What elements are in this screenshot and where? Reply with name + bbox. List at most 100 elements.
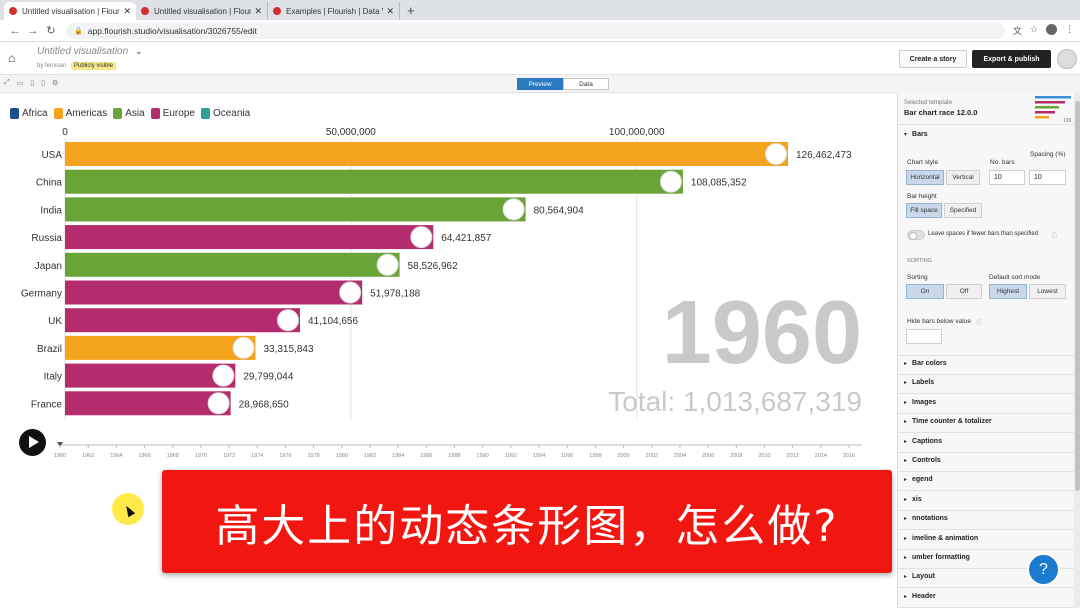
legend-item-oceania[interactable]: Oceania: [200, 108, 250, 119]
tab-data[interactable]: Data: [563, 78, 609, 90]
sorting-label: Sorting: [907, 274, 928, 281]
star-icon[interactable]: ☆: [1029, 24, 1038, 34]
close-tab-icon[interactable]: ✕: [386, 5, 394, 16]
bar-france[interactable]: [65, 391, 231, 416]
timeline-year-label: 1972: [223, 453, 235, 459]
highest-label: Highest: [996, 288, 1020, 295]
browser-tab-2[interactable]: Untitled visualisation | Flourish ✕: [136, 2, 268, 20]
bar-uk[interactable]: [65, 308, 300, 333]
section-time-counter-totalizer[interactable]: ▸ Time counter & totalizer: [904, 418, 992, 425]
new-tab-button[interactable]: +: [407, 3, 415, 18]
section-label: imeline & animation: [912, 534, 979, 542]
bar-india[interactable]: [65, 197, 526, 222]
timeline-year-label: 2008: [730, 453, 742, 459]
horizontal-button[interactable]: Horizontal: [906, 170, 944, 185]
legend-item-europe[interactable]: Europe: [150, 108, 195, 119]
panel-scroll-thumb[interactable]: [1075, 101, 1080, 491]
timeline-year-label: 2006: [702, 453, 714, 459]
tablet-icon[interactable]: ▯: [30, 80, 35, 87]
reload-icon[interactable]: ↻: [46, 25, 56, 37]
browser-tab-1[interactable]: Untitled visualisation | Flourish ✕: [4, 2, 136, 20]
bar-japan[interactable]: [65, 252, 400, 277]
chevron-down-icon[interactable]: ⌄: [135, 46, 143, 56]
section-controls[interactable]: ▸ Controls: [904, 457, 941, 464]
section-xis[interactable]: ▸ xis: [904, 496, 922, 503]
vertical-button[interactable]: Vertical: [946, 170, 980, 185]
play-button[interactable]: [19, 429, 46, 456]
visualisation-title[interactable]: Untitled visualisation: [37, 46, 129, 57]
fullscreen-icon[interactable]: ⤢: [4, 79, 10, 86]
section-nnotations[interactable]: ▸ nnotations: [904, 515, 948, 522]
section-labels[interactable]: ▸ Labels: [904, 379, 934, 386]
info-icon[interactable]: ⓘ: [1051, 234, 1058, 240]
timeline-year-label: 2010: [758, 453, 770, 459]
section-layout[interactable]: ▸ Layout: [904, 573, 935, 580]
forward-icon[interactable]: →: [27, 24, 39, 37]
section-umber-formatting[interactable]: ▸ umber formatting: [904, 554, 970, 561]
flag-uk-icon: [276, 309, 299, 332]
tab-preview[interactable]: Preview: [517, 78, 563, 90]
section-bars[interactable]: ▾ Bars: [904, 131, 928, 138]
translate-icon[interactable]: 文: [1012, 26, 1022, 36]
profile-icon[interactable]: [1046, 24, 1057, 35]
browser-tab-3[interactable]: Examples | Flourish | Data Visu ✕: [268, 2, 400, 20]
legend-label: Europe: [162, 108, 195, 119]
highest-button[interactable]: Highest: [989, 284, 1027, 299]
specified-button[interactable]: Specified: [944, 203, 982, 218]
bar-italy[interactable]: [65, 363, 236, 388]
legend-item-asia[interactable]: Asia: [113, 108, 145, 119]
chevron-right-icon: ▸: [904, 477, 908, 484]
spacing-input[interactable]: 10: [1029, 170, 1066, 185]
bar-russia[interactable]: [65, 225, 434, 250]
timeline-handle[interactable]: [57, 442, 63, 447]
user-avatar[interactable]: [1057, 49, 1077, 69]
bar-germany[interactable]: [65, 280, 363, 305]
author: by fenxuan: [37, 63, 67, 69]
flag-china-icon: [659, 170, 682, 193]
selected-template-label: Selected template: [904, 100, 953, 106]
section-bar-colors[interactable]: ▸ Bar colors: [904, 360, 947, 367]
chevron-right-icon: ▸: [904, 496, 908, 503]
bar-usa[interactable]: [65, 142, 788, 166]
category-label: France: [31, 399, 63, 410]
back-icon[interactable]: ←: [9, 24, 21, 37]
legend-item-americas[interactable]: Americas: [53, 108, 107, 119]
section-egend[interactable]: ▸ egend: [904, 476, 933, 483]
sorting-off-button[interactable]: Off: [946, 284, 982, 299]
close-tab-icon[interactable]: ✕: [123, 5, 131, 16]
section-header[interactable]: ▸ Header: [904, 593, 936, 600]
chevron-right-icon: ▸: [904, 535, 908, 542]
info-icon[interactable]: ⓘ: [976, 321, 983, 327]
thumb-year: 199: [1063, 118, 1072, 123]
chevron-right-icon: ▸: [904, 361, 908, 367]
create-story-button[interactable]: Create a story: [899, 50, 967, 68]
chevron-right-icon: ▸: [904, 574, 908, 581]
bar-brazil[interactable]: [65, 335, 256, 360]
settings-icon[interactable]: ⚙: [51, 80, 59, 87]
selected-template-name[interactable]: Bar chart race 12.0.0: [904, 108, 978, 117]
section-captions[interactable]: ▸ Captions: [904, 438, 942, 445]
no-bars-input[interactable]: 10: [989, 170, 1025, 185]
menu-icon[interactable]: ⋮: [1065, 24, 1074, 34]
section-imeline-animation[interactable]: ▸ imeline & animation: [904, 535, 978, 542]
section-images[interactable]: ▸ Images: [904, 399, 936, 406]
legend-item-africa[interactable]: Africa: [10, 108, 48, 119]
home-icon[interactable]: ⌂: [8, 51, 16, 65]
mobile-icon[interactable]: ▯: [41, 80, 45, 87]
url-field[interactable]: 🔒 app.flourish.studio/visualisation/3026…: [66, 22, 1005, 39]
close-tab-icon[interactable]: ✕: [254, 5, 262, 16]
category-label: Italy: [44, 372, 62, 383]
chart-preview: Africa Americas Asia Europe Oceania 0 50,…: [0, 93, 897, 608]
export-publish-button[interactable]: Export & publish: [972, 50, 1051, 68]
sorting-on-button[interactable]: On: [906, 284, 944, 299]
visibility-badge[interactable]: Publicly visible: [71, 62, 117, 70]
lowest-button[interactable]: Lowest: [1029, 284, 1066, 299]
vertical-label: Vertical: [952, 174, 974, 181]
leave-spaces-toggle[interactable]: [907, 230, 925, 240]
bar-china[interactable]: [65, 169, 683, 194]
desktop-icon[interactable]: ▭: [16, 80, 24, 87]
template-thumbnail[interactable]: 199: [1035, 95, 1073, 123]
help-button[interactable]: ?: [1027, 553, 1060, 586]
hide-bars-input[interactable]: [906, 329, 942, 344]
fill-space-button[interactable]: Fill space: [906, 203, 942, 218]
